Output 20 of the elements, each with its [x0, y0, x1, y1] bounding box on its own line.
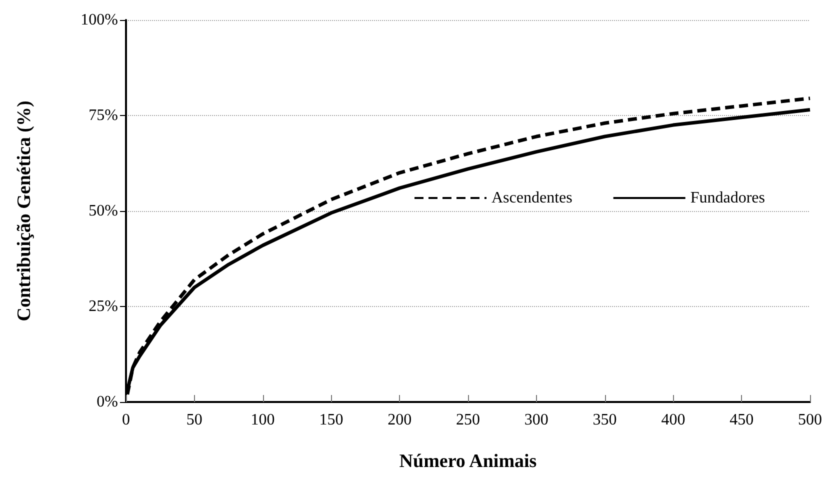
x-tick-label: 150 — [319, 412, 344, 428]
x-tick-label: 50 — [186, 412, 202, 428]
y-tick-label: 75% — [88, 107, 118, 124]
y-tick-label: 50% — [88, 202, 118, 220]
y-tick-label: 25% — [88, 298, 118, 315]
y-tick-label: 0% — [96, 394, 118, 410]
x-tick-label: 500 — [798, 412, 822, 428]
x-tick-label: 250 — [456, 412, 480, 428]
x-tick-label: 350 — [592, 412, 617, 428]
x-tick-label: 0 — [122, 412, 130, 428]
x-axis-title: Número Animais — [399, 451, 537, 472]
x-tick-label: 400 — [661, 412, 686, 428]
x-tick-label: 300 — [524, 412, 548, 428]
x-tick-label: 100 — [250, 412, 275, 428]
legend-label: Fundadores — [690, 190, 765, 206]
x-tick-label: 200 — [388, 412, 412, 428]
legend-label: Ascendentes — [491, 190, 572, 206]
x-tick-label: 450 — [730, 412, 754, 428]
y-axis-title: Contribuição Genética (%) — [14, 100, 35, 322]
y-tick-label: 100% — [80, 12, 118, 28]
